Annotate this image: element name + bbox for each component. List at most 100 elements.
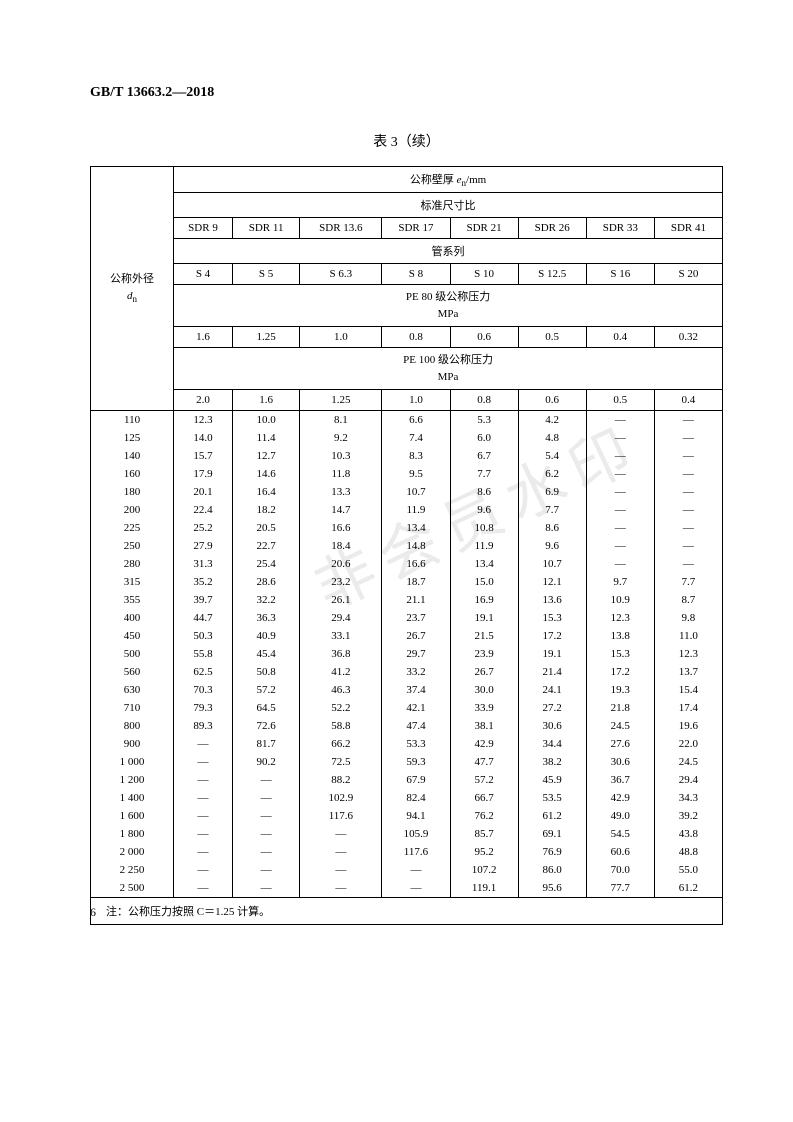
cell: 47.4 [382,717,450,735]
table-row: 25027.922.718.414.811.99.6—— [91,537,723,555]
cell: 13.6 [518,591,586,609]
cell: 35.2 [174,573,233,591]
sdr-col: SDR 13.6 [300,218,382,239]
cell: 70.0 [586,861,654,879]
cell: 315 [91,573,174,591]
cell: 17.2 [586,663,654,681]
cell: 24.5 [654,753,722,771]
cell: 36.8 [300,645,382,663]
cell: — [586,429,654,447]
cell: 53.5 [518,789,586,807]
cell: 5.4 [518,447,586,465]
series-label: 管系列 [174,239,723,264]
cell: 14.8 [382,537,450,555]
cell: 10.7 [518,555,586,573]
table-row: 16017.914.611.89.57.76.2—— [91,465,723,483]
table-row: 1 400——102.982.466.753.542.934.3 [91,789,723,807]
cell: 17.9 [174,465,233,483]
cell: 14.0 [174,429,233,447]
cell: — [232,879,299,898]
cell: 125 [91,429,174,447]
cell: 11.9 [450,537,518,555]
series-col: S 5 [232,264,299,285]
cell: 14.6 [232,465,299,483]
table-row: 1 000—90.272.559.347.738.230.624.5 [91,753,723,771]
cell: 49.0 [586,807,654,825]
cell: 17.4 [654,699,722,717]
cell: 34.3 [654,789,722,807]
cell: 119.1 [450,879,518,898]
series-col: S 10 [450,264,518,285]
cell: 9.6 [450,501,518,519]
cell: — [654,537,722,555]
cell: 21.1 [382,591,450,609]
cell: 16.4 [232,483,299,501]
cell: 10.0 [232,411,299,430]
cell: 44.7 [174,609,233,627]
cell: 630 [91,681,174,699]
cell: 8.6 [450,483,518,501]
series-col: S 16 [586,264,654,285]
cell: 13.7 [654,663,722,681]
cell: 32.2 [232,591,299,609]
table-row: 40044.736.329.423.719.115.312.39.8 [91,609,723,627]
pe100-col: 1.0 [382,390,450,411]
table-row: 2 250————107.286.070.055.0 [91,861,723,879]
cell: — [174,789,233,807]
cell: — [300,879,382,898]
pe80-col: 1.25 [232,327,299,348]
row-header: 公称外径dn [91,167,174,411]
pe80-col: 0.5 [518,327,586,348]
cell: 14.7 [300,501,382,519]
cell: 13.4 [450,555,518,573]
cell: 18.7 [382,573,450,591]
sdr-col: SDR 33 [586,218,654,239]
cell: 10.7 [382,483,450,501]
cell: — [174,807,233,825]
cell: 22.7 [232,537,299,555]
cell: — [654,429,722,447]
cell: 4.2 [518,411,586,430]
table-row: 14015.712.710.38.36.75.4—— [91,447,723,465]
cell: 16.9 [450,591,518,609]
cell: — [174,825,233,843]
table-row: 11012.310.08.16.65.34.2—— [91,411,723,430]
cell: 26.7 [382,627,450,645]
cell: 33.1 [300,627,382,645]
cell: — [654,411,722,430]
cell: — [586,555,654,573]
table-row: 63070.357.246.337.430.024.119.315.4 [91,681,723,699]
cell: 225 [91,519,174,537]
cell: 61.2 [518,807,586,825]
cell: 105.9 [382,825,450,843]
cell: 7.7 [654,573,722,591]
cell: — [232,789,299,807]
cell: 64.5 [232,699,299,717]
cell: 12.1 [518,573,586,591]
cell: 15.7 [174,447,233,465]
cell: 10.3 [300,447,382,465]
table-row: 2 000———117.695.276.960.648.8 [91,843,723,861]
cell: 2 250 [91,861,174,879]
pe80-col: 1.0 [300,327,382,348]
cell: 57.2 [450,771,518,789]
cell: 21.4 [518,663,586,681]
cell: 53.3 [382,735,450,753]
pe100-col: 1.25 [300,390,382,411]
cell: 27.6 [586,735,654,753]
cell: — [586,537,654,555]
table-row: 900—81.766.253.342.934.427.622.0 [91,735,723,753]
cell: 11.0 [654,627,722,645]
cell: 13.8 [586,627,654,645]
cell: 16.6 [300,519,382,537]
page-number: 6 [90,905,96,920]
cell: 39.2 [654,807,722,825]
cell: 10.9 [586,591,654,609]
series-col: S 12.5 [518,264,586,285]
cell: 33.9 [450,699,518,717]
cell: 12.3 [586,609,654,627]
cell: 29.7 [382,645,450,663]
cell: 19.6 [654,717,722,735]
cell: 900 [91,735,174,753]
cell: 72.5 [300,753,382,771]
